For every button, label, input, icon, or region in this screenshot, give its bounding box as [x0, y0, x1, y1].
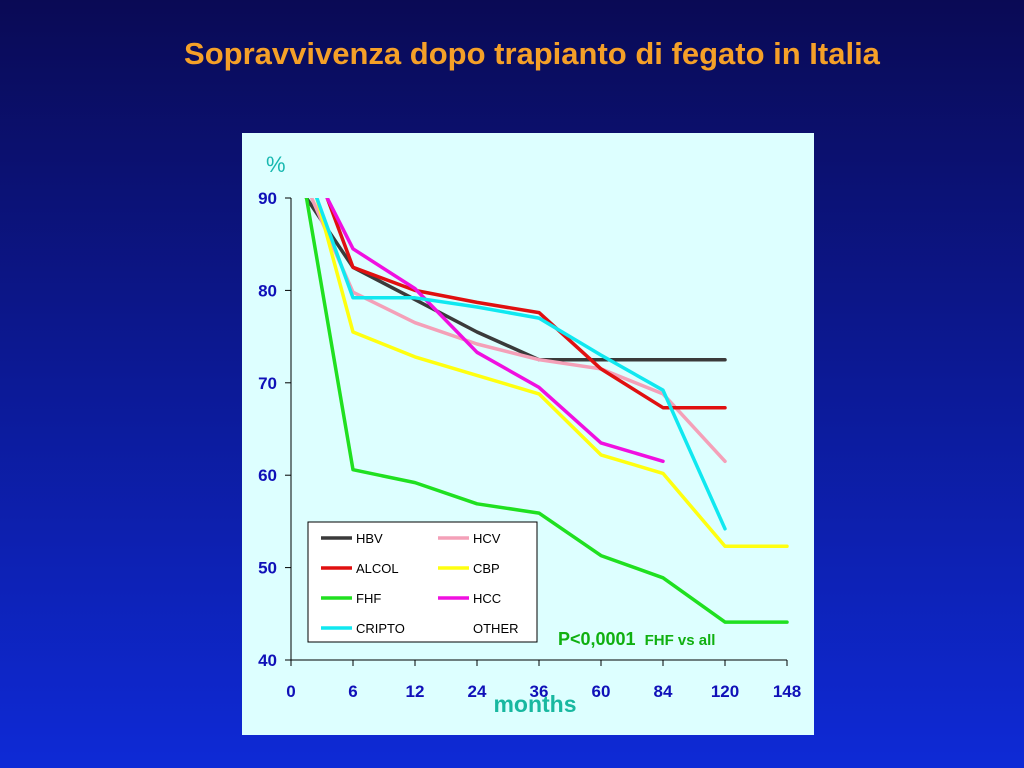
legend-label: CBP — [473, 561, 500, 576]
y-tick-label: 90 — [258, 189, 277, 208]
series-line-cbp — [315, 198, 789, 549]
y-axis-label: % — [266, 152, 286, 177]
legend-item-fhf: FHF — [321, 591, 381, 606]
legend-label: HCV — [473, 531, 501, 546]
line-chart: % 40 50 60 70 80 90 0 6 12 24 36 60 84 120 148 HBV HCV… — [258, 152, 801, 717]
legend: HBV HCV ALCOL CBP FHF HCC CRIPTO OTHER — [307, 521, 538, 643]
x-tick-label: 6 — [348, 682, 357, 701]
y-tick-label: 60 — [258, 466, 277, 485]
legend-item-other: OTHER — [473, 621, 519, 636]
series-group — [304, 198, 789, 624]
series-line-hcv — [309, 198, 727, 464]
legend-item-hcv: HCV — [438, 531, 501, 546]
x-tick-label: 60 — [592, 682, 611, 701]
x-tick-label: 120 — [711, 682, 739, 701]
y-axis: 40 50 60 70 80 90 — [258, 189, 292, 670]
chart-panel: % 40 50 60 70 80 90 0 6 12 24 36 60 84 120 148 HBV HCV… — [242, 133, 814, 735]
x-tick-label: 148 — [773, 682, 801, 701]
legend-item-hcc: HCC — [438, 591, 501, 606]
legend-item-cbp: CBP — [438, 561, 500, 576]
x-tick-label: 24 — [468, 682, 487, 701]
p-value-main: P<0,0001 — [558, 629, 636, 649]
x-axis-label: months — [493, 691, 576, 717]
legend-item-alcol: ALCOL — [321, 561, 399, 576]
legend-item-hbv: HBV — [321, 531, 383, 546]
legend-label: HCC — [473, 591, 501, 606]
legend-label: ALCOL — [356, 561, 399, 576]
x-tick-label: 84 — [654, 682, 673, 701]
legend-label: CRIPTO — [356, 621, 405, 636]
y-tick-label: 40 — [258, 651, 277, 670]
legend-box — [307, 521, 538, 643]
series-line-fhf — [304, 198, 789, 624]
y-tick-label: 80 — [258, 281, 277, 300]
legend-label: FHF — [356, 591, 381, 606]
legend-item-cripto: CRIPTO — [321, 621, 405, 636]
p-value-annotation: P<0,0001 FHF vs all — [558, 629, 715, 649]
series-line-alcol — [325, 198, 727, 410]
series-line-hbv — [304, 198, 727, 362]
series-line-cripto — [315, 198, 727, 531]
x-axis: 0 6 12 24 36 60 84 120 148 — [286, 659, 801, 701]
y-tick-label: 50 — [258, 559, 277, 578]
legend-label: OTHER — [473, 621, 519, 636]
series-line-hcc — [325, 198, 665, 464]
x-tick-label: 12 — [406, 682, 425, 701]
legend-label: HBV — [356, 531, 383, 546]
p-value-sub: FHF vs all — [645, 632, 716, 649]
y-tick-label: 70 — [258, 374, 277, 393]
x-tick-label: 0 — [286, 682, 295, 701]
x-tick-label: 36 — [530, 682, 549, 701]
slide-title: Sopravvivenza dopo trapianto di fegato i… — [184, 36, 880, 71]
